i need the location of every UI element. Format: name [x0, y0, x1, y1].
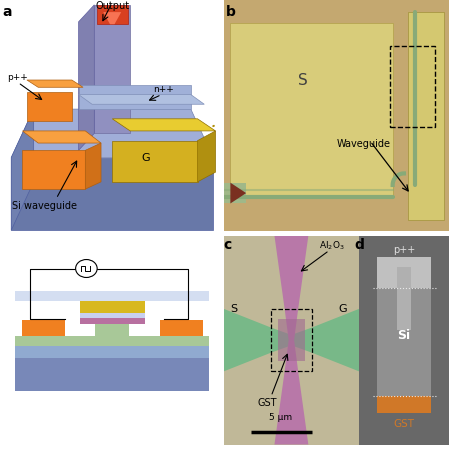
Polygon shape [94, 5, 130, 133]
Bar [278, 319, 305, 361]
Bar [15, 336, 209, 346]
Bar [160, 320, 203, 336]
Text: n++: n++ [153, 85, 173, 94]
Text: S: S [298, 74, 308, 88]
Polygon shape [11, 109, 34, 230]
Text: G: G [339, 304, 348, 314]
Polygon shape [97, 5, 128, 24]
Polygon shape [274, 371, 308, 445]
Text: 5 μm: 5 μm [269, 413, 292, 422]
Bar [15, 346, 209, 358]
Polygon shape [271, 328, 291, 352]
Bar [224, 183, 246, 203]
Polygon shape [230, 183, 246, 203]
Text: Al$_2$O$_3$: Al$_2$O$_3$ [318, 240, 344, 252]
Bar [15, 291, 209, 301]
Text: Waveguide: Waveguide [336, 139, 390, 149]
Polygon shape [27, 80, 83, 87]
Polygon shape [291, 328, 312, 352]
Text: c: c [224, 238, 232, 252]
Bar [377, 396, 431, 413]
Text: p++: p++ [7, 73, 27, 82]
Bar [80, 313, 145, 318]
Polygon shape [79, 5, 94, 150]
Polygon shape [224, 309, 271, 371]
Polygon shape [85, 143, 101, 189]
Text: d: d [355, 238, 365, 252]
Text: Si waveguide: Si waveguide [13, 201, 77, 211]
Polygon shape [198, 131, 216, 182]
Polygon shape [22, 150, 85, 189]
Bar [271, 309, 312, 371]
Bar [397, 267, 411, 330]
Text: G: G [141, 153, 150, 163]
Text: b: b [226, 4, 236, 18]
Polygon shape [112, 141, 198, 182]
Text: S: S [230, 304, 238, 314]
Text: GST: GST [258, 398, 277, 408]
Text: Output: Output [95, 1, 129, 11]
Bar [15, 358, 209, 391]
Polygon shape [112, 119, 216, 131]
Polygon shape [27, 92, 72, 121]
Polygon shape [79, 85, 191, 109]
Polygon shape [11, 109, 213, 158]
Bar [377, 257, 431, 288]
Polygon shape [103, 12, 121, 24]
Polygon shape [11, 158, 213, 230]
Polygon shape [79, 95, 204, 104]
Text: Si: Si [397, 330, 411, 343]
Bar [95, 324, 129, 346]
Polygon shape [285, 309, 298, 340]
Bar [22, 320, 65, 336]
Bar [377, 267, 431, 413]
Polygon shape [274, 236, 308, 309]
Bar [230, 23, 392, 197]
Bar [80, 301, 145, 313]
Bar [80, 318, 145, 324]
Bar [390, 46, 436, 127]
Text: GST: GST [394, 418, 414, 429]
Polygon shape [312, 309, 359, 371]
Bar [409, 12, 445, 220]
Polygon shape [285, 340, 298, 371]
Circle shape [75, 260, 97, 277]
Text: p++: p++ [393, 245, 415, 255]
Text: a: a [2, 5, 12, 19]
Polygon shape [22, 131, 101, 143]
